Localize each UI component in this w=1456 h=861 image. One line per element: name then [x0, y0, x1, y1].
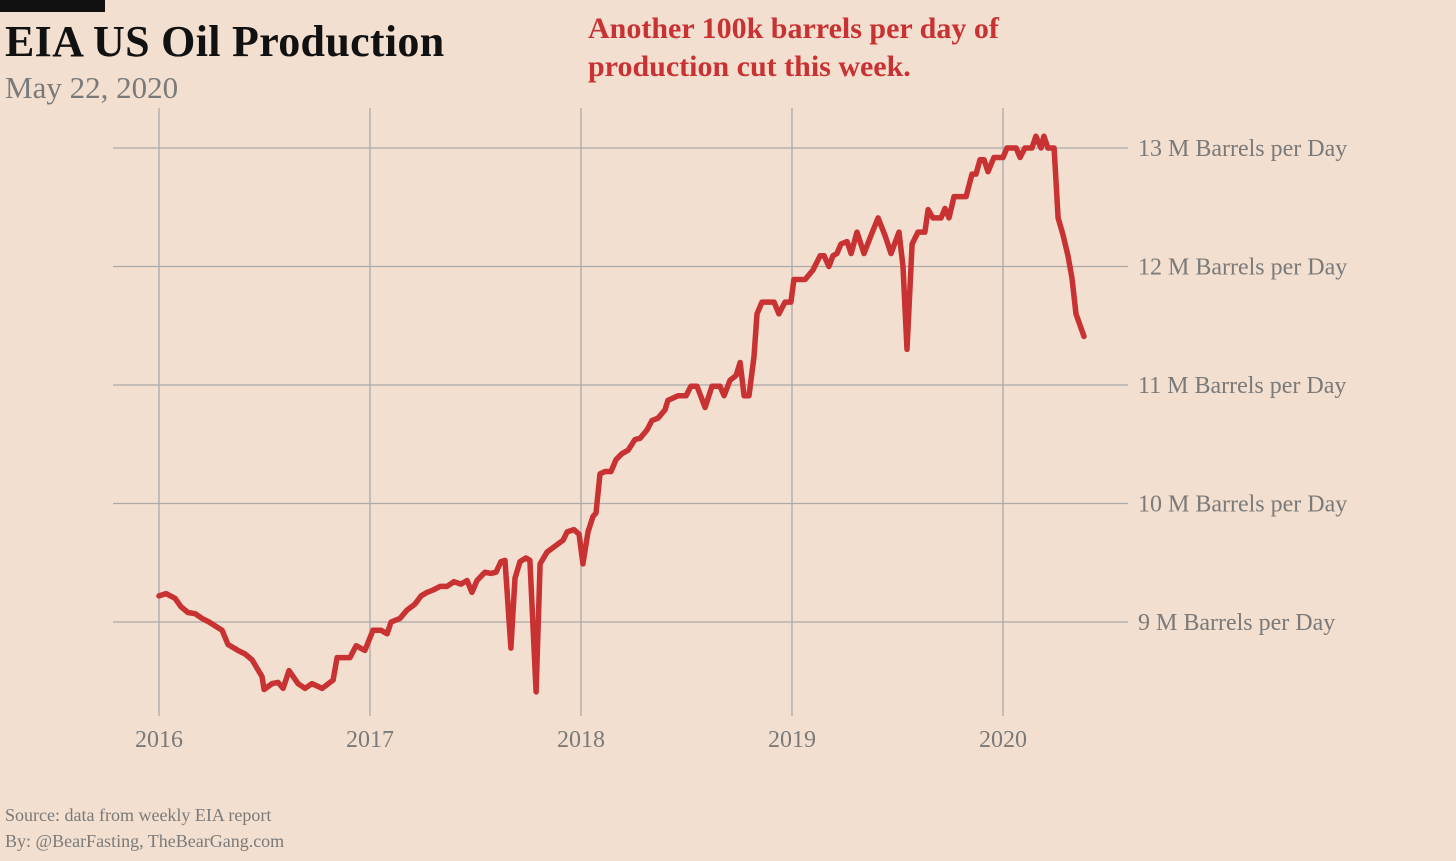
y-tick-label: 13 M Barrels per Day — [1138, 136, 1347, 162]
footer: Source: data from weekly EIA report By: … — [5, 802, 284, 854]
x-tick-label: 2016 — [135, 727, 183, 753]
annotation-line-2: production cut this week. — [588, 50, 911, 83]
y-tick-label: 10 M Barrels per Day — [1138, 492, 1347, 518]
chart-title: EIA US Oil Production — [5, 17, 445, 66]
annotation-line-1: Another 100k barrels per day of — [588, 12, 999, 45]
x-tick-label: 2018 — [557, 727, 605, 753]
x-tick-label: 2017 — [346, 727, 394, 753]
header-accent-bar — [0, 0, 105, 12]
y-tick-label: 12 M Barrels per Day — [1138, 255, 1347, 281]
x-tick-label: 2019 — [768, 727, 816, 753]
y-tick-label: 11 M Barrels per Day — [1138, 373, 1346, 399]
source-note: Source: data from weekly EIA report — [5, 805, 272, 825]
series-line-us-oil-production — [156, 133, 1087, 695]
chart-date: May 22, 2020 — [5, 70, 179, 105]
byline: By: @BearFasting, TheBearGang.com — [5, 831, 285, 851]
chart-annotation: Another 100k barrels per day of producti… — [588, 10, 999, 86]
y-tick-label: 9 M Barrels per Day — [1138, 610, 1335, 636]
x-tick-label: 2020 — [979, 727, 1027, 753]
